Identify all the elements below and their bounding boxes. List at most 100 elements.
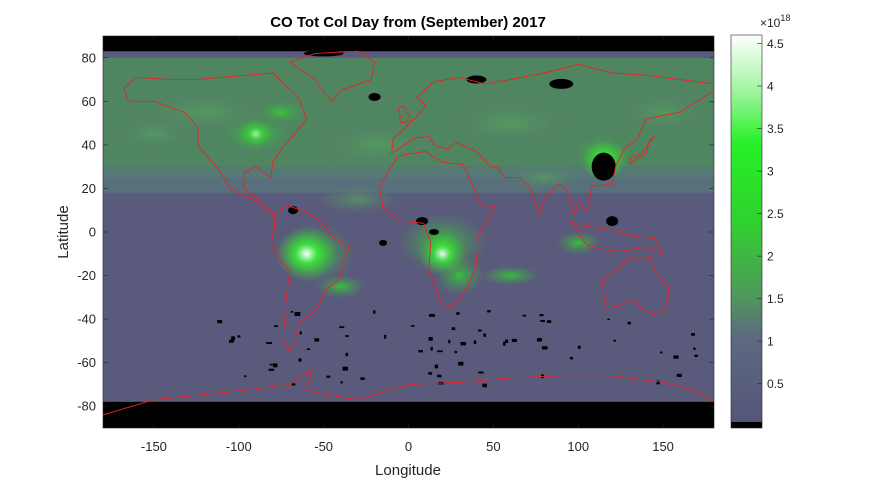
nodata-speckle: [339, 326, 345, 329]
nodata-speckle: [448, 339, 451, 344]
nodata-speckle: [345, 335, 349, 338]
nodata-speckle: [290, 311, 294, 313]
co-patch: [504, 163, 585, 192]
colorbar-tick-label: 1.5: [767, 292, 784, 306]
coastlines: [103, 50, 714, 416]
y-tick-label: -80: [77, 399, 96, 414]
nodata-patch: [466, 75, 487, 84]
nodata-speckle: [691, 332, 695, 336]
nodata-speckle: [326, 375, 331, 378]
nodata-speckle: [607, 318, 611, 321]
nodata-patch: [379, 239, 388, 246]
nodata-speckle: [478, 371, 484, 374]
nodata-speckle: [456, 312, 460, 315]
nodata-speckle: [569, 356, 573, 360]
nodata-speckle: [229, 339, 234, 343]
nodata-speckle: [577, 345, 581, 349]
colorbar-nodata-swatch: [731, 422, 762, 428]
nodata-speckle: [536, 338, 542, 342]
y-tick-label: -60: [77, 355, 96, 370]
nodata-speckle: [418, 350, 423, 353]
y-tick-label: 40: [82, 137, 96, 152]
nodata-speckle: [482, 383, 487, 388]
nodata-speckle: [540, 319, 546, 322]
colorbar-ticks: 0.5 1 1.5 2 2.5 3 3.5 4 4.5: [757, 37, 784, 391]
y-tick-label: 80: [82, 50, 96, 65]
co-hotspot: [276, 226, 338, 282]
y-tick-label: -40: [77, 312, 96, 327]
colorbar-tick-label: 4: [767, 80, 774, 94]
colorbar-gradient: [731, 35, 762, 422]
nodata-speckle: [673, 355, 679, 359]
nodata-speckle: [487, 310, 491, 313]
nodata-speckle: [410, 325, 415, 327]
nodata-speckle: [273, 363, 278, 368]
co-patch: [113, 116, 194, 152]
co-patch: [613, 92, 714, 133]
nodata-speckle: [437, 374, 442, 378]
coastline-antarctica: [103, 368, 714, 416]
x-tick-label: 150: [652, 439, 674, 454]
co-high-region: [256, 100, 307, 125]
colorbar-tick-label: 2.5: [767, 207, 784, 221]
colorbar-tick-label: 1: [767, 335, 774, 349]
coastline-north-america: [122, 72, 308, 216]
nodata-speckle: [244, 375, 247, 378]
nodata-speckle: [694, 354, 698, 357]
nodata-speckle: [299, 331, 302, 335]
y-tick-label: -20: [77, 268, 96, 283]
nodata-speckle: [660, 351, 663, 354]
colorbar-tick-label: 3: [767, 165, 774, 179]
x-tick-label: -50: [314, 439, 333, 454]
nodata-speckle: [511, 338, 517, 342]
coastline-australia: [601, 255, 669, 316]
nodata-speckle: [294, 312, 301, 316]
nodata-speckle: [360, 377, 365, 380]
nodata-speckle: [454, 350, 457, 354]
coastline-japan: [628, 135, 655, 165]
nodata-speckle: [693, 347, 696, 350]
colorbar-tick-label: 2: [767, 250, 774, 264]
x-axis-label: Longitude: [375, 462, 441, 479]
nodata-speckle: [460, 342, 467, 346]
x-tick-label: 100: [567, 439, 589, 454]
x-axis: -150 -100 -50 0 50 100 150: [141, 36, 674, 454]
nodata-speckle: [613, 339, 616, 342]
co-high-region: [556, 230, 601, 255]
nodata-speckle: [345, 352, 349, 357]
nodata-speckle: [217, 319, 223, 324]
nodata-speckle: [473, 340, 477, 345]
nodata-speckle: [483, 333, 486, 337]
nodata-speckle: [656, 380, 660, 385]
coastline-uk: [397, 105, 411, 124]
nodata-speckle: [503, 341, 506, 346]
nodata-speckle: [340, 381, 343, 384]
nodata-speckle: [269, 363, 276, 366]
nodata-patch: [368, 92, 381, 101]
co-hotspot: [417, 231, 467, 276]
co-high-region: [480, 265, 541, 286]
plot-area: [103, 36, 714, 428]
nodata-patch: [303, 50, 344, 57]
nodata-speckle: [298, 358, 302, 362]
x-tick-label: 0: [405, 439, 412, 454]
nodata-speckle: [627, 321, 631, 325]
nodata-speckle: [451, 327, 456, 331]
co-high-region: [315, 274, 366, 299]
x-tick-label: -100: [226, 439, 252, 454]
co-hotspot: [238, 118, 274, 150]
colorbar-tick-label: 4.5: [767, 37, 784, 51]
co-patch: [312, 184, 403, 215]
nodata-patch: [428, 229, 439, 235]
coastline-south-america: [270, 205, 350, 353]
y-tick-label: 0: [89, 225, 96, 240]
nodata-speckle: [541, 346, 548, 350]
nodata-speckle: [546, 320, 552, 323]
colorbar-tick-label: 3.5: [767, 122, 784, 136]
nodata-speckle: [373, 310, 376, 314]
nodata-speckle: [437, 350, 443, 353]
nodata-speckle: [342, 366, 348, 371]
nodata-speckle: [274, 325, 278, 328]
nodata-speckle: [478, 329, 482, 332]
